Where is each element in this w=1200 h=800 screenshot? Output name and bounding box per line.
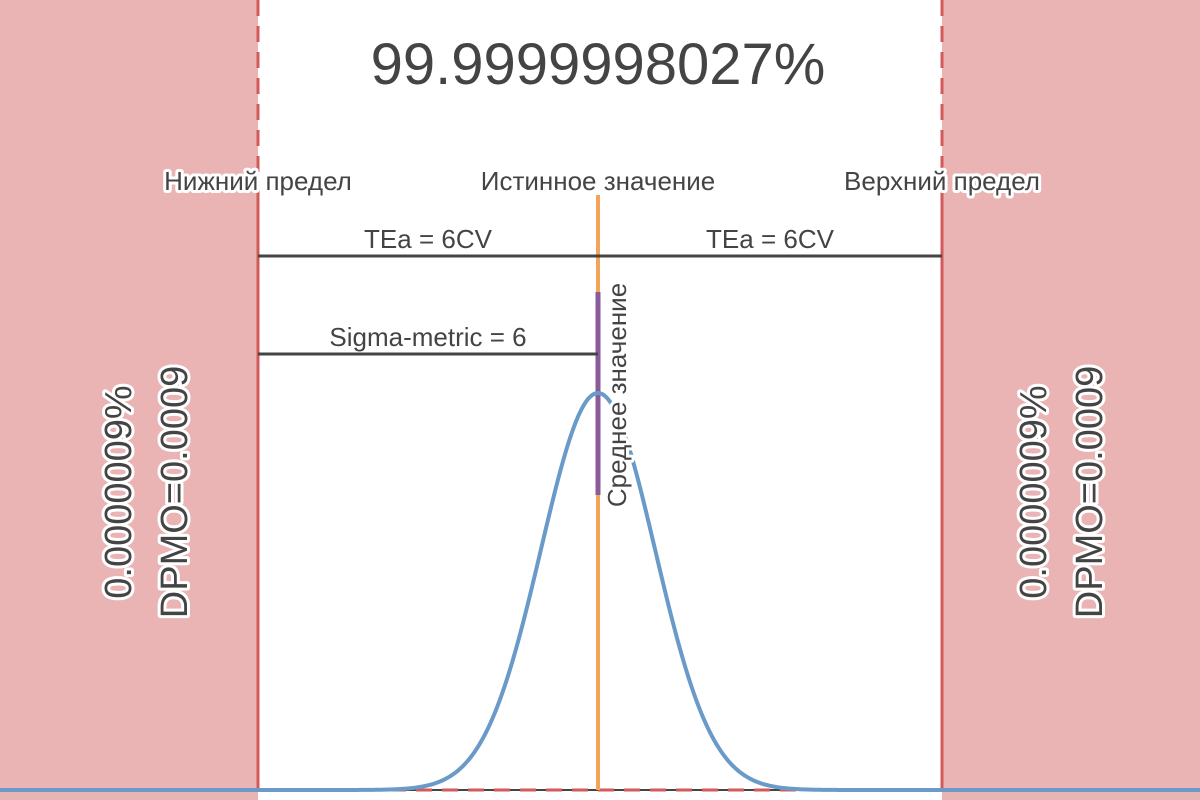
mean-label: Среднее значение (602, 283, 632, 507)
true-value-label: Истинное значение (481, 166, 716, 196)
yield-percent: 99.9999998027% (371, 32, 826, 97)
lower-limit-label: Нижний предел (164, 166, 352, 196)
tea-left-label: TEa = 6CV (364, 224, 493, 254)
right-tail-percent: 0.0000009% (1013, 385, 1055, 598)
normal-distribution-curve (0, 390, 1200, 792)
left-tail-region (0, 0, 258, 800)
tea-right-label: TEa = 6CV (706, 224, 835, 254)
left-tail-percent: 0.0000009% (98, 385, 140, 598)
right-tail-region (942, 0, 1200, 800)
sigma-metric-label: Sigma-metric = 6 (329, 322, 526, 352)
upper-limit-label: Верхний предел (844, 166, 1040, 196)
right-tail-dpmo: DPMO=0.0009 (1069, 366, 1111, 618)
left-tail-dpmo: DPMO=0.0009 (154, 366, 196, 618)
